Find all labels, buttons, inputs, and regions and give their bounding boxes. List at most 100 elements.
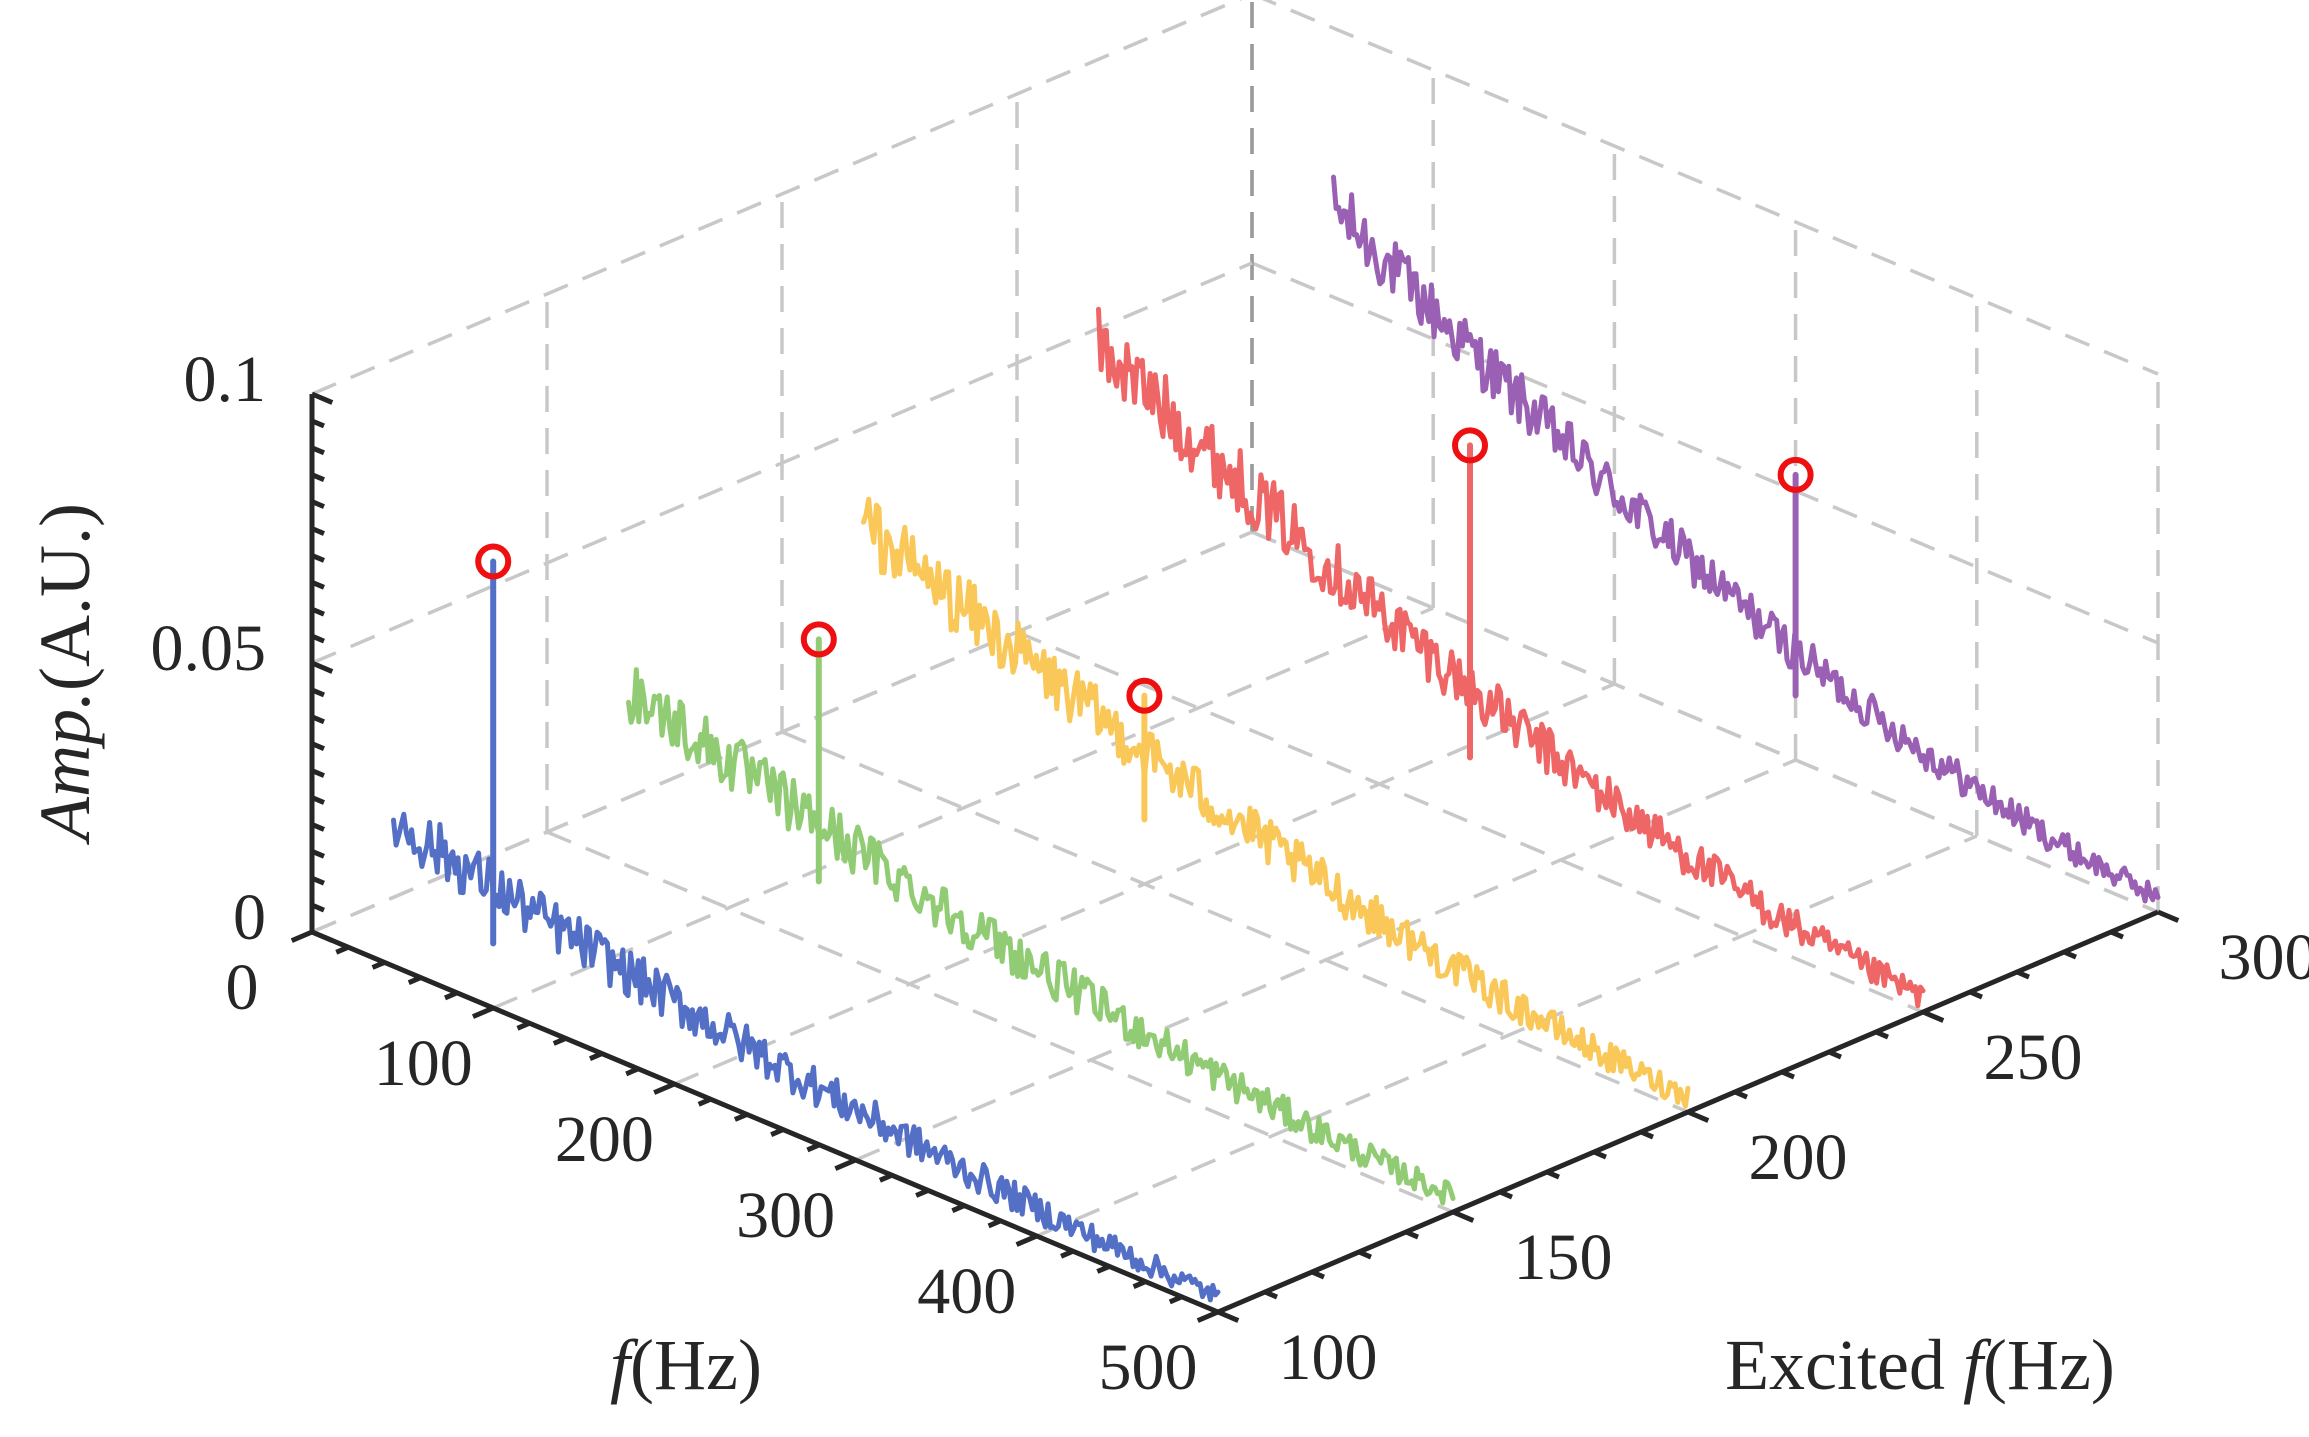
excited-axis-minor-tick	[1264, 1289, 1278, 1300]
amp-axis-minor-tick	[311, 553, 325, 563]
excited-axis-minor-tick	[2110, 929, 2124, 940]
peak-marker-300	[1777, 456, 1814, 493]
amp-axis-minor-tick	[311, 579, 325, 590]
excited-axis-minor-tick	[1593, 1149, 1607, 1160]
amp-axis-major-tick	[311, 929, 334, 943]
back-wall-grid-line	[1251, 261, 2159, 645]
excited-axis-major-tick	[2157, 909, 2180, 923]
series-layer	[391, 174, 2161, 1303]
f-axis-minor-tick	[878, 1172, 893, 1183]
f-axis-minor-tick	[335, 944, 350, 955]
f-axis-title: f(Hz)	[610, 1325, 762, 1405]
f-axis-minor-tick	[733, 1112, 748, 1122]
excited-axis-minor-tick	[2063, 949, 2077, 960]
amp-axis-major-tick	[311, 660, 334, 674]
amp-axis-title: Amp.(A.U.)	[25, 503, 105, 845]
amp-axis-minor-tick	[311, 606, 325, 617]
f-axis-minor-tick	[1060, 1248, 1075, 1259]
f-axis-minor-tick	[915, 1188, 930, 1198]
series-250	[1096, 306, 1926, 1009]
floor-grid-line	[781, 730, 1689, 1114]
floor-grid-line	[546, 830, 1454, 1214]
amp-axis-minor-tick	[311, 741, 325, 752]
f-axis-tick-label: 200	[555, 1103, 654, 1176]
f-axis-major-tick	[834, 1157, 857, 1171]
f-axis-tick-label: 100	[374, 1027, 473, 1100]
f-axis-minor-tick	[806, 1142, 821, 1153]
f-axis-major-tick	[1196, 1309, 1219, 1323]
f-axis-minor-tick	[1096, 1264, 1111, 1274]
amp-axis-minor-tick	[311, 499, 325, 509]
excited-axis-minor-tick	[2016, 969, 2030, 980]
excited-axis-minor-tick	[1499, 1189, 1513, 1200]
f-axis-minor-tick	[588, 1051, 603, 1061]
floor-grid-line	[1036, 834, 1978, 1238]
f-axis-major-tick	[471, 1005, 495, 1019]
excited-axis-minor-tick	[1640, 1129, 1654, 1140]
f-axis-major-tick	[290, 929, 313, 943]
excited-axis-major-tick	[1687, 1109, 1710, 1123]
f-axis-minor-tick	[516, 1020, 531, 1031]
back-wall-grid-line	[1251, 530, 2159, 914]
excited-axis-tick-label: 150	[1514, 1221, 1613, 1294]
amp-axis-minor-tick	[311, 445, 325, 456]
spectrum-line-200	[861, 496, 1691, 1109]
f-axis-tick-label: 400	[917, 1255, 1016, 1328]
spectrum-line-150	[626, 667, 1456, 1206]
f-axis-minor-tick	[444, 990, 458, 1001]
amp-axis-major-tick	[311, 391, 334, 405]
excited-axis-major-tick	[1452, 1209, 1475, 1223]
amp-axis-minor-tick	[311, 848, 325, 859]
amp-axis-tick-label: 0.05	[151, 612, 267, 685]
f-axis-major-tick	[1015, 1233, 1038, 1247]
amp-axis-minor-tick	[311, 714, 325, 725]
peak-marker-150	[800, 621, 837, 658]
excited-axis-minor-tick	[1969, 989, 1983, 1000]
excited-axis-minor-tick	[1828, 1049, 1842, 1060]
amp-axis-minor-tick	[311, 768, 325, 778]
label-layer: 0 100 200 300 400 500 100 150 200 250 300 0 0.05 0.1 A…	[25, 343, 2309, 1404]
excited-axis-minor-tick	[1734, 1089, 1748, 1100]
f-axis-minor-tick	[987, 1218, 1002, 1229]
left-wall-grid-line	[311, 261, 1253, 665]
peak-marker-200	[1126, 677, 1163, 714]
excited-axis-major-tick	[1922, 1009, 1945, 1023]
f-axis-minor-tick	[625, 1066, 640, 1077]
left-wall-grid-line	[311, 0, 1243, 396]
peak-marker-100	[475, 543, 512, 580]
f-axis-minor-tick	[1132, 1279, 1147, 1289]
excited-axis-minor-tick	[1358, 1249, 1372, 1260]
f-axis-minor-tick	[1168, 1294, 1183, 1305]
excited-axis-title: Excited f(Hz)	[1725, 1325, 2115, 1405]
spectrum-line-300	[1331, 174, 2161, 904]
excited-axis-tick-label: 250	[1984, 1021, 2083, 1094]
f-axis-tick-label: 0	[226, 951, 259, 1024]
amp-axis-minor-tick	[311, 418, 325, 429]
spectrum-line-100	[391, 811, 1221, 1303]
f-axis-line	[311, 929, 1219, 1315]
amp-axis-minor-tick	[311, 902, 325, 913]
amp-axis-minor-tick	[311, 633, 325, 644]
f-axis-tick-label: 300	[736, 1179, 835, 1252]
f-axis-minor-tick	[770, 1127, 785, 1137]
excited-axis-minor-tick	[1546, 1169, 1560, 1180]
amp-axis-minor-tick	[311, 526, 325, 536]
excited-axis-tick-label: 300	[2219, 921, 2309, 994]
amp-axis-minor-tick	[311, 822, 325, 832]
amp-axis-minor-tick	[311, 795, 325, 805]
floor-grid-line	[492, 606, 1434, 1010]
excited-axis-minor-tick	[1781, 1069, 1795, 1080]
f-axis-minor-tick	[371, 960, 386, 970]
excited-axis-minor-tick	[1311, 1269, 1325, 1280]
spectrum-line-250	[1096, 306, 1926, 1009]
f-axis-major-tick	[653, 1081, 676, 1095]
amp-axis-tick-label: 0	[233, 881, 266, 954]
f-axis-minor-tick	[697, 1096, 712, 1107]
amp-axis-tick-label: 0.1	[184, 343, 267, 416]
axis-layer	[290, 391, 2180, 1323]
excited-axis-minor-tick	[1405, 1229, 1419, 1240]
peak-marker-250	[1452, 427, 1488, 464]
back-wall-grid-line	[1261, 0, 2159, 376]
floor-grid-line	[1016, 630, 1924, 1014]
